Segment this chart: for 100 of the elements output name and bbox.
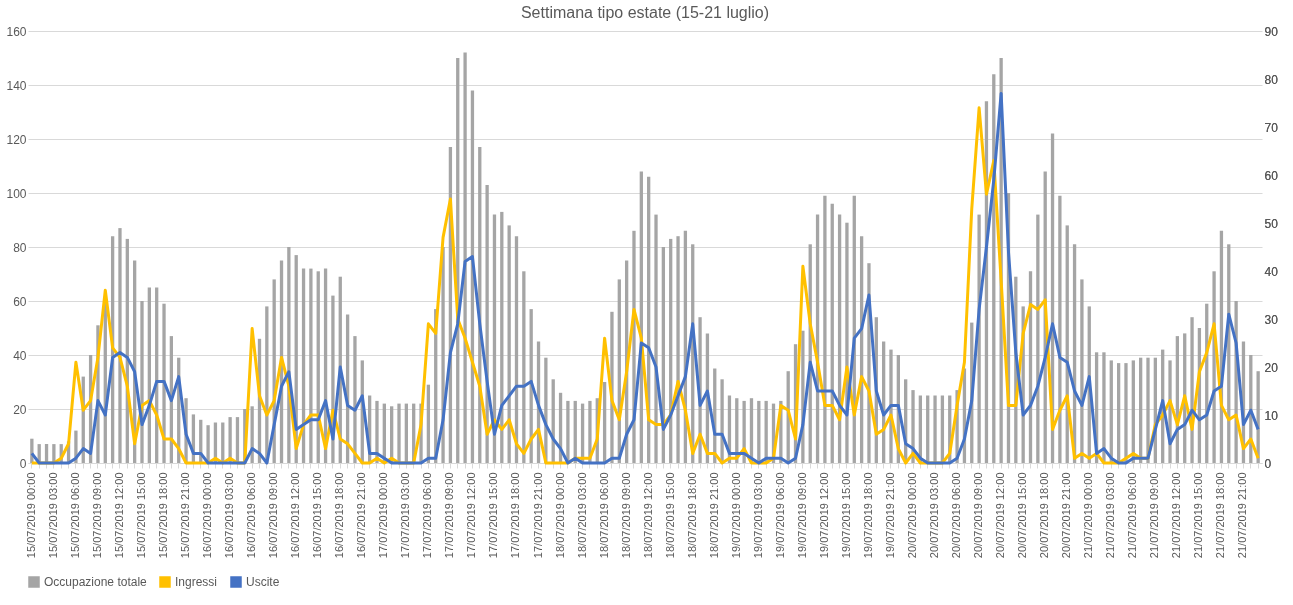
bar [566,400,570,463]
y2-tick-label: 50 [1264,216,1279,231]
bar [823,195,827,463]
x-tick-label: 21/07/2019 18:00 [1214,472,1227,559]
bar [463,52,467,463]
x-tick-label: 19/07/2019 00:00 [729,472,742,559]
x-tick-label: 16/07/2019 00:00 [201,472,214,559]
bar [933,395,937,463]
x-tick-label: 20/07/2019 09:00 [972,472,985,559]
y-tick-label: 160 [6,24,27,39]
chart-title: Settimana tipo estate (15-21 luglio) [520,4,770,21]
x-tick-label: 19/07/2019 03:00 [751,472,764,559]
x-tick-label: 16/07/2019 09:00 [267,472,280,559]
bar [1036,214,1040,463]
y2-tick-label: 90 [1264,24,1279,39]
bar [1080,279,1084,463]
x-tick-label: 20/07/2019 15:00 [1016,472,1029,559]
legend-label: Uscite [246,575,280,589]
bar [1146,357,1150,463]
x-tick-label: 15/07/2019 09:00 [90,472,103,559]
bar [720,379,724,463]
legend-label: Ingressi [175,575,218,589]
x-tick-label: 20/07/2019 21:00 [1060,472,1073,559]
bar [353,336,357,463]
bar [1256,371,1260,463]
x-tick-label: 17/07/2019 09:00 [443,472,456,559]
x-tick-label: 18/07/2019 12:00 [641,472,654,559]
bar [397,403,401,463]
x-tick-label: 19/07/2019 06:00 [773,472,786,559]
x-tick-label: 18/07/2019 09:00 [619,472,632,559]
y2-tick-label: 30 [1264,312,1279,327]
x-tick-label: 20/07/2019 03:00 [928,472,941,559]
bar [1124,363,1128,463]
x-tick-label: 21/07/2019 15:00 [1192,472,1205,559]
y2-tick-label: 0 [1264,456,1272,471]
y-tick-label: 40 [13,348,27,363]
x-tick-label: 17/07/2019 06:00 [421,472,434,559]
x-tick-label: 15/07/2019 15:00 [135,472,147,559]
x-tick-label: 18/07/2019 03:00 [575,472,588,559]
y2-tick-label: 10 [1264,408,1279,423]
x-tick-label: 15/07/2019 03:00 [46,472,59,559]
x-tick-label: 17/07/2019 18:00 [509,472,522,559]
x-tick-label: 19/07/2019 12:00 [817,472,830,559]
x-tick-label: 18/07/2019 15:00 [663,472,676,559]
x-tick-label: 16/07/2019 12:00 [289,472,302,559]
x-tick-label: 21/07/2019 00:00 [1082,472,1095,559]
bar [1058,195,1062,463]
y2-tick-label: 20 [1264,360,1279,375]
x-tick-label: 18/07/2019 18:00 [685,472,698,559]
bar [206,425,210,463]
bar [228,417,232,463]
y2-tick-label: 60 [1264,168,1279,183]
legend-label: Occupazione totale [44,575,148,589]
bar [250,406,254,463]
x-tick-label: 16/07/2019 15:00 [311,472,324,559]
x-tick-label: 15/07/2019 12:00 [112,472,125,559]
x-tick-label: 17/07/2019 00:00 [377,472,390,559]
y2-tick-label: 70 [1264,120,1279,135]
bar [162,303,166,463]
y-tick-label: 80 [13,240,27,255]
y-tick-label: 60 [13,294,27,309]
y-tick-label: 20 [13,402,27,417]
x-tick-label: 15/07/2019 06:00 [68,472,81,559]
x-tick-label: 20/07/2019 06:00 [950,472,963,559]
x-tick-label: 21/07/2019 03:00 [1104,472,1117,559]
y-tick-label: 0 [19,456,27,471]
x-tick-label: 19/07/2019 21:00 [883,472,896,559]
x-tick-label: 16/07/2019 06:00 [245,472,258,559]
x-tick-label: 15/07/2019 00:00 [24,472,37,559]
bar [309,268,313,463]
x-tick-label: 17/07/2019 12:00 [465,472,478,559]
bar [118,228,122,463]
y-tick-label: 140 [6,78,27,93]
x-tick-label: 20/07/2019 12:00 [994,472,1007,559]
x-tick-label: 16/07/2019 03:00 [223,472,236,559]
x-tick-label: 19/07/2019 15:00 [839,472,852,559]
x-tick-label: 15/07/2019 18:00 [157,472,170,559]
y-tick-label: 120 [6,132,27,147]
y2-tick-label: 40 [1264,264,1279,279]
y2-tick-label: 80 [1264,72,1279,87]
x-tick-label: 17/07/2019 21:00 [531,472,544,559]
bar [1102,352,1106,463]
x-tick-label: 21/07/2019 12:00 [1170,472,1183,559]
x-tick-label: 17/07/2019 03:00 [399,472,412,559]
x-tick-label: 18/07/2019 00:00 [553,472,566,559]
y-tick-label: 100 [6,186,27,201]
x-tick-label: 15/07/2019 21:00 [179,472,192,559]
x-tick-label: 16/07/2019 18:00 [333,472,346,559]
x-tick-label: 20/07/2019 00:00 [906,472,919,559]
bar [654,214,658,463]
bar [676,236,680,463]
x-tick-label: 19/07/2019 18:00 [861,472,874,559]
x-tick-label: 21/07/2019 09:00 [1148,472,1161,559]
x-tick-label: 16/07/2019 21:00 [355,472,368,559]
x-tick-label: 18/07/2019 06:00 [597,472,610,559]
x-tick-label: 17/07/2019 15:00 [487,472,500,559]
x-tick-label: 18/07/2019 21:00 [707,472,720,559]
x-tick-label: 21/07/2019 06:00 [1126,472,1139,559]
x-tick-label: 20/07/2019 18:00 [1038,472,1051,559]
x-tick-label: 19/07/2019 09:00 [795,472,808,559]
